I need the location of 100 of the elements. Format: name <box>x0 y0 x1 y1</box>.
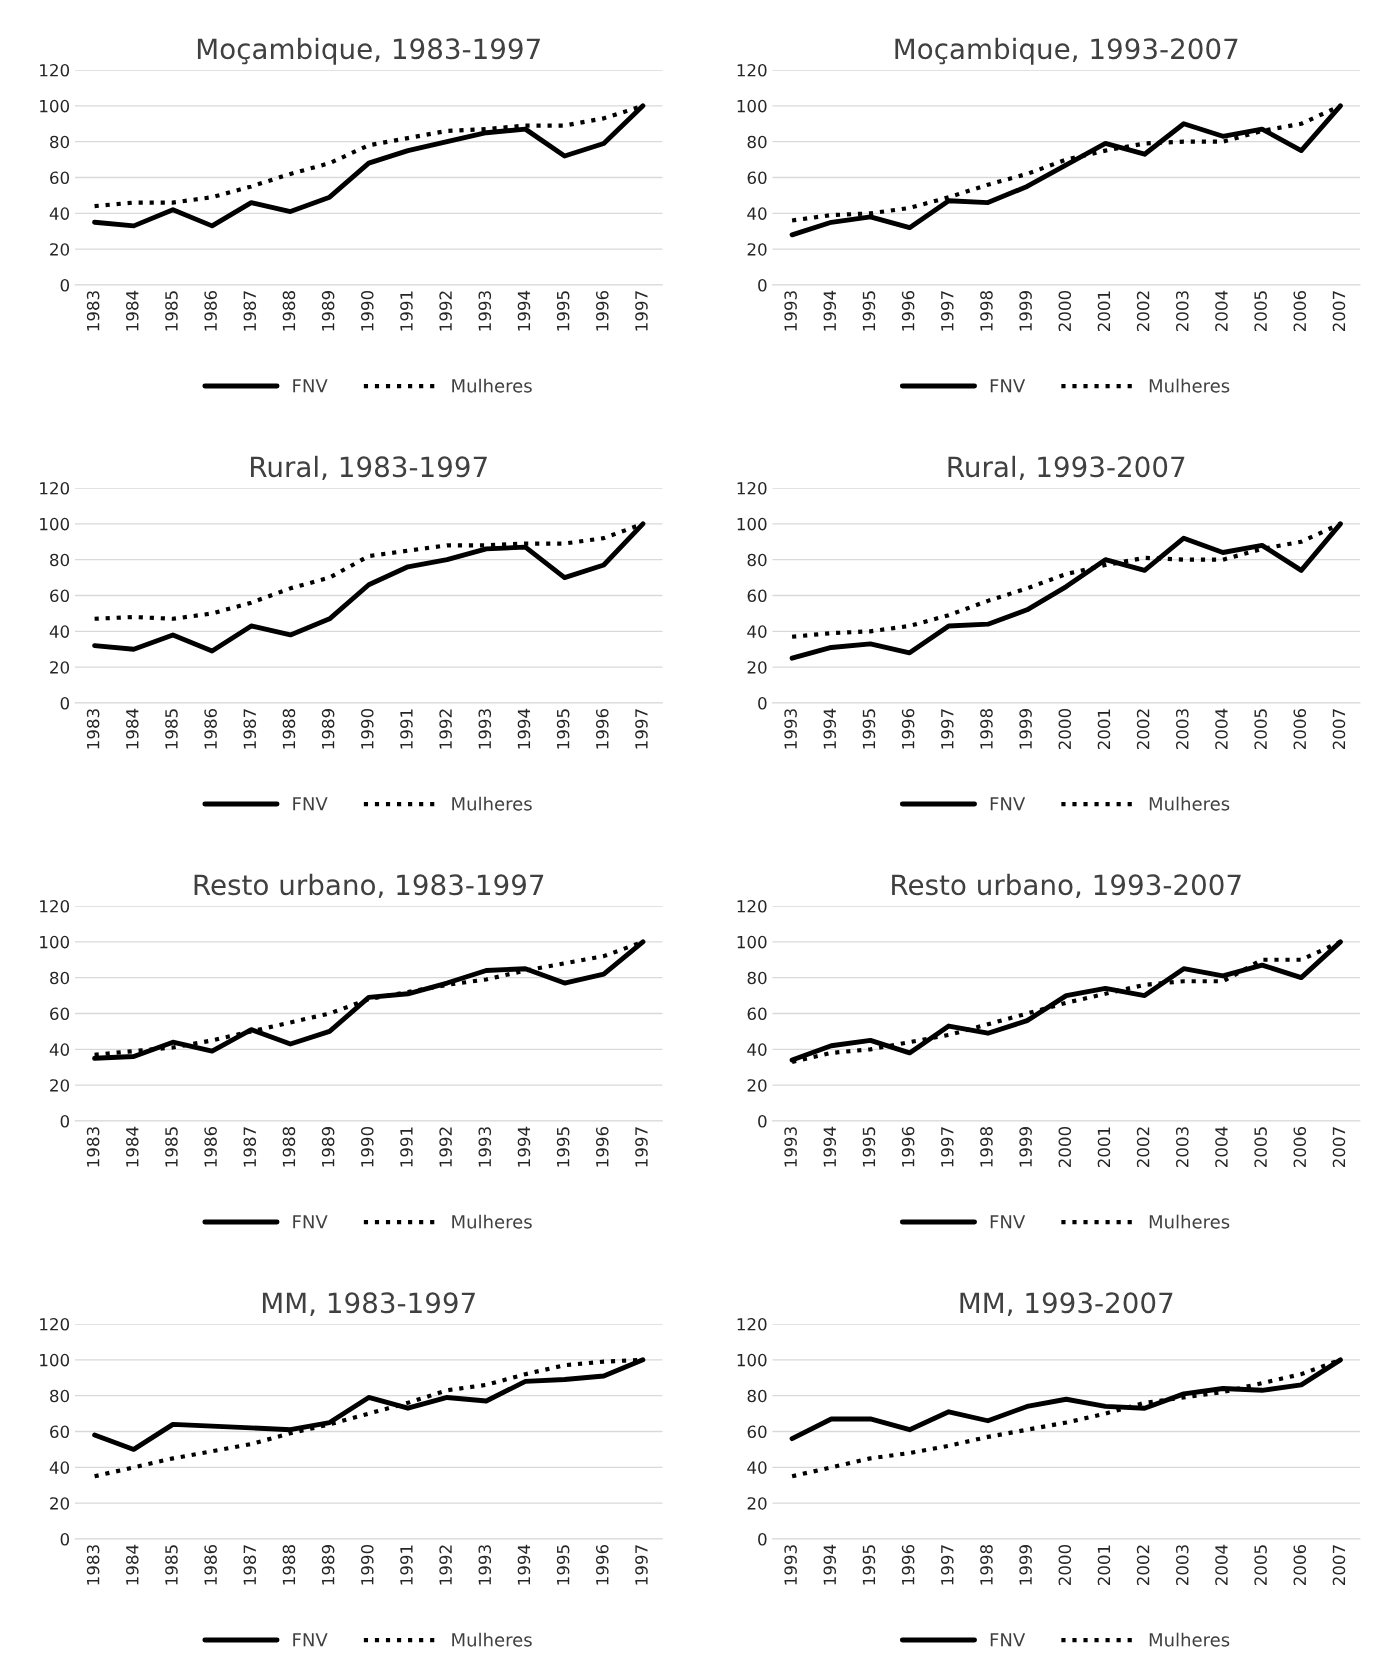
y-tick-label: 0 <box>60 1532 70 1546</box>
x-tick-label: 1987 <box>243 1127 257 1167</box>
x-tick-label: 2005 <box>1254 1545 1267 1586</box>
chart-title: Rural, 1993-2007 <box>948 455 1185 481</box>
y-tick-label: 60 <box>50 171 70 185</box>
x-tick-label: 1994 <box>823 1544 837 1585</box>
y-tick-label: 0 <box>758 1532 767 1546</box>
legend-label: Mulheres <box>452 1214 532 1229</box>
x-tick-label: 1984 <box>125 290 139 331</box>
x-tick-label: 1996 <box>901 1126 915 1167</box>
x-tick-label: 1996 <box>901 1544 915 1585</box>
y-tick-label: 120 <box>40 63 70 77</box>
x-tick-label: 1984 <box>125 708 139 749</box>
x-tick-label: 1994 <box>517 290 531 331</box>
y-tick-label: 120 <box>737 899 767 913</box>
x-tick-label: 2000 <box>1058 290 1072 332</box>
y-tick-label: 80 <box>747 1389 767 1403</box>
x-tick-label: 1996 <box>595 1126 609 1167</box>
chart-title: MM, 1983-1997 <box>262 1292 475 1317</box>
x-tick-label: 1986 <box>204 1126 217 1167</box>
x-tick-label: 1986 <box>204 1544 217 1585</box>
y-tick-label: 40 <box>49 207 70 220</box>
y-tick-label: 60 <box>50 1007 70 1021</box>
x-tick-label: 1996 <box>595 290 609 331</box>
y-tick-label: 0 <box>758 696 767 710</box>
x-tick-label: 2007 <box>1332 709 1346 750</box>
x-tick-label: 1993 <box>784 1545 797 1585</box>
legend-label: FNV <box>990 1215 1026 1229</box>
x-tick-label: 1997 <box>940 1545 954 1585</box>
x-tick-label: 1993 <box>784 709 797 749</box>
x-tick-label: 1990 <box>360 1544 374 1585</box>
x-tick-label: 2006 <box>1293 290 1307 332</box>
x-tick-label: 1995 <box>556 291 570 331</box>
y-tick-label: 0 <box>758 1114 767 1128</box>
y-tick-label: 80 <box>50 553 70 567</box>
x-tick-label: 1996 <box>595 1544 609 1585</box>
y-tick-label: 120 <box>737 63 767 77</box>
x-tick-label: 1997 <box>940 291 954 331</box>
y-tick-label: 20 <box>50 243 70 256</box>
x-tick-label: 2003 <box>1175 1545 1189 1586</box>
y-tick-label: 120 <box>40 481 70 495</box>
y-tick-label: 20 <box>50 1497 70 1510</box>
legend-label: Mulheres <box>1149 1632 1230 1647</box>
x-tick-label: 2007 <box>1332 1545 1346 1586</box>
x-tick-label: 2003 <box>1175 1127 1189 1168</box>
x-tick-label: 2002 <box>1136 1545 1150 1586</box>
legend-label: FNV <box>293 1633 328 1647</box>
x-tick-label: 1989 <box>321 1545 335 1585</box>
x-tick-label: 1997 <box>635 1127 648 1167</box>
y-tick-label: 120 <box>737 481 767 495</box>
x-tick-label: 1997 <box>635 291 648 331</box>
y-tick-label: 40 <box>49 625 70 638</box>
legend-label: Mulheres <box>452 1632 532 1647</box>
chart-title: Rural, 1983-1997 <box>251 455 487 481</box>
x-tick-label: 2004 <box>1215 1544 1228 1586</box>
x-tick-label: 1991 <box>400 1127 413 1167</box>
x-tick-label: 2000 <box>1058 1544 1072 1586</box>
x-tick-label: 1997 <box>635 1545 648 1585</box>
x-tick-label: 1998 <box>980 291 993 331</box>
y-tick-label: 100 <box>737 1353 767 1367</box>
x-tick-label: 2005 <box>1254 1127 1267 1168</box>
x-tick-label: 1985 <box>165 709 178 749</box>
x-tick-label: 1992 <box>439 1127 452 1167</box>
x-tick-label: 1995 <box>556 1545 570 1585</box>
y-tick-label: 60 <box>747 589 767 603</box>
x-tick-label: 1994 <box>517 1126 531 1167</box>
chart-title: Moçambique, 1993-2007 <box>895 37 1238 65</box>
x-tick-label: 1991 <box>400 291 413 331</box>
y-tick-label: 100 <box>737 517 767 531</box>
y-tick-label: 100 <box>40 1353 70 1367</box>
x-tick-label: 1991 <box>400 709 413 749</box>
x-tick-label: 1990 <box>360 708 374 749</box>
y-tick-label: 20 <box>50 661 70 674</box>
x-tick-label: 1995 <box>862 291 876 331</box>
legend-label: FNV <box>990 797 1026 811</box>
x-tick-label: 1994 <box>823 1126 837 1167</box>
x-tick-label: 2006 <box>1293 1544 1307 1586</box>
y-tick-label: 40 <box>747 207 767 220</box>
x-tick-label: 1997 <box>940 1127 954 1167</box>
x-tick-label: 1997 <box>635 709 648 749</box>
x-tick-label: 2006 <box>1293 708 1307 750</box>
x-tick-label: 1992 <box>439 1545 452 1585</box>
x-tick-label: 1985 <box>165 1127 178 1167</box>
x-tick-label: 2001 <box>1097 291 1111 332</box>
x-tick-label: 1992 <box>439 709 452 749</box>
legend-label: Mulheres <box>1149 1214 1230 1229</box>
y-tick-label: 120 <box>737 1317 767 1331</box>
x-tick-label: 1993 <box>784 1127 797 1167</box>
y-tick-label: 100 <box>40 99 70 113</box>
x-tick-label: 2001 <box>1097 709 1111 750</box>
y-tick-label: 80 <box>50 1389 70 1403</box>
x-tick-label: 1995 <box>556 709 570 749</box>
x-tick-label: 1985 <box>165 1545 178 1585</box>
x-tick-label: 1993 <box>478 291 492 331</box>
y-tick-label: 20 <box>747 243 767 256</box>
x-tick-label: 2000 <box>1058 1126 1072 1168</box>
y-tick-label: 20 <box>747 1497 767 1510</box>
x-tick-label: 2001 <box>1097 1545 1111 1586</box>
y-tick-label: 80 <box>747 971 767 985</box>
x-tick-label: 2004 <box>1215 290 1228 332</box>
